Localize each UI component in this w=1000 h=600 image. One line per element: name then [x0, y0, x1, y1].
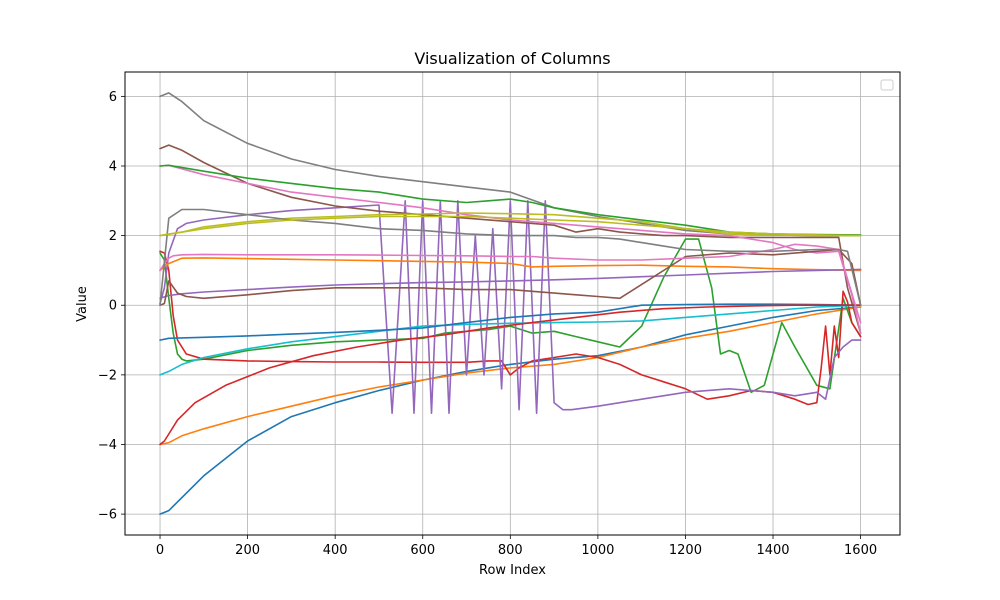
series-line-5 [159, 200, 862, 415]
series-line-1 [159, 306, 862, 515]
series-line-13 [159, 164, 862, 236]
series-line-7 [159, 164, 862, 334]
x-tick-label: 1600 [844, 543, 877, 558]
series-line-19 [159, 215, 862, 237]
y-tick-label: −4 [98, 438, 117, 453]
series-line-16 [159, 248, 862, 307]
y-tick-label: 0 [109, 299, 117, 314]
series-line-12 [159, 257, 862, 272]
series-line-17 [159, 243, 862, 324]
tick-layer: 0 200 400 600 800 1000 1200 1400 1600 −6 −4 −2 0 2 4 6 [98, 90, 877, 558]
series-line-14 [159, 304, 862, 446]
series-layer [159, 92, 862, 515]
x-tick-label: 200 [235, 543, 260, 558]
x-tick-label: 1200 [669, 543, 702, 558]
y-tick-label: 4 [109, 159, 117, 174]
x-tick-label: 1400 [756, 543, 789, 558]
series-line-9 [159, 212, 862, 237]
x-tick-label: 0 [156, 543, 164, 558]
x-axis-label: Row Index [479, 563, 546, 578]
x-tick-label: 800 [498, 543, 523, 558]
y-axis-label: Value [75, 286, 90, 322]
series-line-11 [159, 303, 862, 341]
y-tick-label: −6 [98, 508, 117, 523]
chart-title: Visualization of Columns [414, 49, 610, 68]
y-tick-label: 2 [109, 229, 117, 244]
x-tick-label: 1000 [581, 543, 614, 558]
series-line-10 [159, 304, 862, 376]
x-tick-label: 400 [323, 543, 348, 558]
series-line-6 [159, 144, 862, 334]
x-tick-label: 600 [410, 543, 435, 558]
series-line-15 [159, 268, 862, 300]
y-tick-label: 6 [109, 90, 117, 105]
series-line-4 [159, 250, 862, 406]
y-tick-label: −2 [98, 368, 117, 383]
series-line-18 [159, 208, 862, 307]
legend-box [880, 79, 894, 91]
series-line-3 [159, 238, 862, 394]
plot-frame [124, 71, 901, 536]
